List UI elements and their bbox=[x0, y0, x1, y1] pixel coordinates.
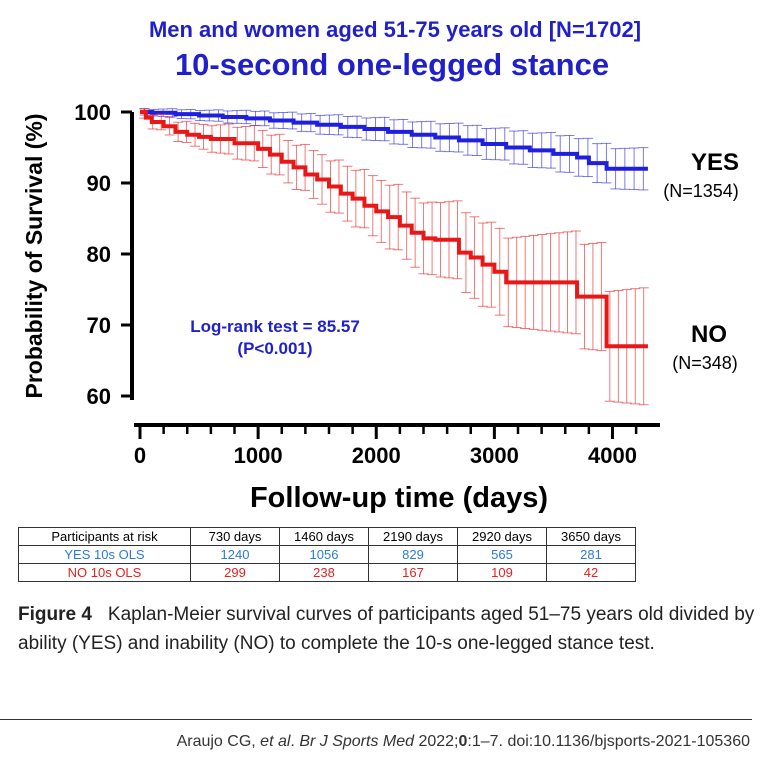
series-no bbox=[139, 107, 649, 406]
legend-no-n: (N=348) bbox=[672, 353, 738, 373]
risk-table-header: Participants at risk 730 days 1460 days … bbox=[18, 527, 636, 546]
risk-cell: 281 bbox=[546, 545, 636, 564]
risk-table-row-no: NO 10s OLS 299 238 167 109 42 bbox=[18, 563, 636, 582]
risk-header-cell: Participants at risk bbox=[18, 527, 191, 546]
citation-rest: :1–7. doi:10.1136/bjsports-2021-105360 bbox=[467, 733, 750, 750]
figure-caption: Figure 4 Kaplan-Meier survival curves of … bbox=[18, 600, 758, 658]
y-tick-label: 70 bbox=[87, 313, 111, 338]
risk-cell: 1056 bbox=[279, 545, 369, 564]
x-ticks: 0 1000 2000 3000 4000 bbox=[134, 425, 638, 468]
risk-header-cell: 1460 days bbox=[279, 527, 369, 546]
risk-cell: 167 bbox=[368, 563, 458, 582]
x-tick-label: 4000 bbox=[588, 443, 637, 468]
figure-label: Figure 4 bbox=[18, 604, 92, 625]
chart-title: 10-second one-legged stance bbox=[175, 47, 609, 82]
x-tick-label: 0 bbox=[134, 443, 146, 468]
survival-chart: Men and women aged 51-75 years old [N=17… bbox=[21, 17, 739, 514]
risk-cell: 42 bbox=[546, 563, 636, 582]
risk-header-cell: 2190 days bbox=[368, 527, 458, 546]
figure-caption-text: Kaplan-Meier survival curves of particip… bbox=[18, 604, 755, 654]
citation: Araujo CG, et al. Br J Sports Med 2022;0… bbox=[177, 733, 750, 751]
series-yes bbox=[139, 108, 649, 191]
risk-cell: 109 bbox=[457, 563, 547, 582]
risk-header-cell: 730 days bbox=[190, 527, 280, 546]
citation-authors: Araujo CG, bbox=[176, 733, 261, 750]
risk-cell: YES 10s OLS bbox=[18, 545, 191, 564]
risk-table: Participants at risk 730 days 1460 days … bbox=[18, 527, 636, 582]
divider bbox=[0, 719, 752, 720]
y-ticks: 60 70 80 90 100 bbox=[74, 100, 132, 409]
citation-year: 2022; bbox=[414, 733, 459, 750]
y-tick-label: 60 bbox=[87, 384, 111, 409]
citation-etal: et al bbox=[260, 733, 291, 750]
x-axis-label: Follow-up time (days) bbox=[250, 482, 548, 514]
x-tick-label: 3000 bbox=[470, 443, 519, 468]
survival-curve-yes bbox=[140, 110, 648, 171]
risk-cell: 829 bbox=[368, 545, 458, 564]
citation-sep: . bbox=[290, 733, 300, 750]
y-tick-label: 80 bbox=[87, 242, 111, 267]
citation-volume: 0 bbox=[458, 733, 468, 750]
legend-yes-n: (N=1354) bbox=[663, 181, 739, 201]
series-layer bbox=[139, 107, 649, 406]
y-axis-label: Probability of Survival (%) bbox=[21, 114, 47, 399]
chart-subtitle: Men and women aged 51-75 years old [N=17… bbox=[149, 17, 641, 42]
risk-table-row-yes: YES 10s OLS 1240 1056 829 565 281 bbox=[18, 545, 636, 564]
risk-cell: NO 10s OLS bbox=[18, 563, 191, 582]
y-tick-label: 90 bbox=[87, 171, 111, 196]
pvalue-annotation: (P<0.001) bbox=[237, 339, 312, 358]
x-tick-label: 1000 bbox=[234, 443, 283, 468]
y-tick-label: 100 bbox=[74, 100, 111, 125]
citation-journal: Br J Sports Med bbox=[299, 733, 415, 750]
risk-header-cell: 2920 days bbox=[457, 527, 547, 546]
legend-no-label: NO bbox=[691, 321, 727, 348]
risk-cell: 565 bbox=[457, 545, 547, 564]
logrank-annotation: Log-rank test = 85.57 bbox=[190, 317, 360, 336]
legend-yes-label: YES bbox=[691, 149, 739, 176]
risk-cell: 299 bbox=[190, 563, 280, 582]
risk-header-cell: 3650 days bbox=[546, 527, 636, 546]
risk-cell: 238 bbox=[279, 563, 369, 582]
x-tick-label: 2000 bbox=[352, 443, 401, 468]
axes bbox=[130, 112, 660, 427]
survival-curve-no bbox=[140, 110, 648, 349]
risk-cell: 1240 bbox=[190, 545, 280, 564]
